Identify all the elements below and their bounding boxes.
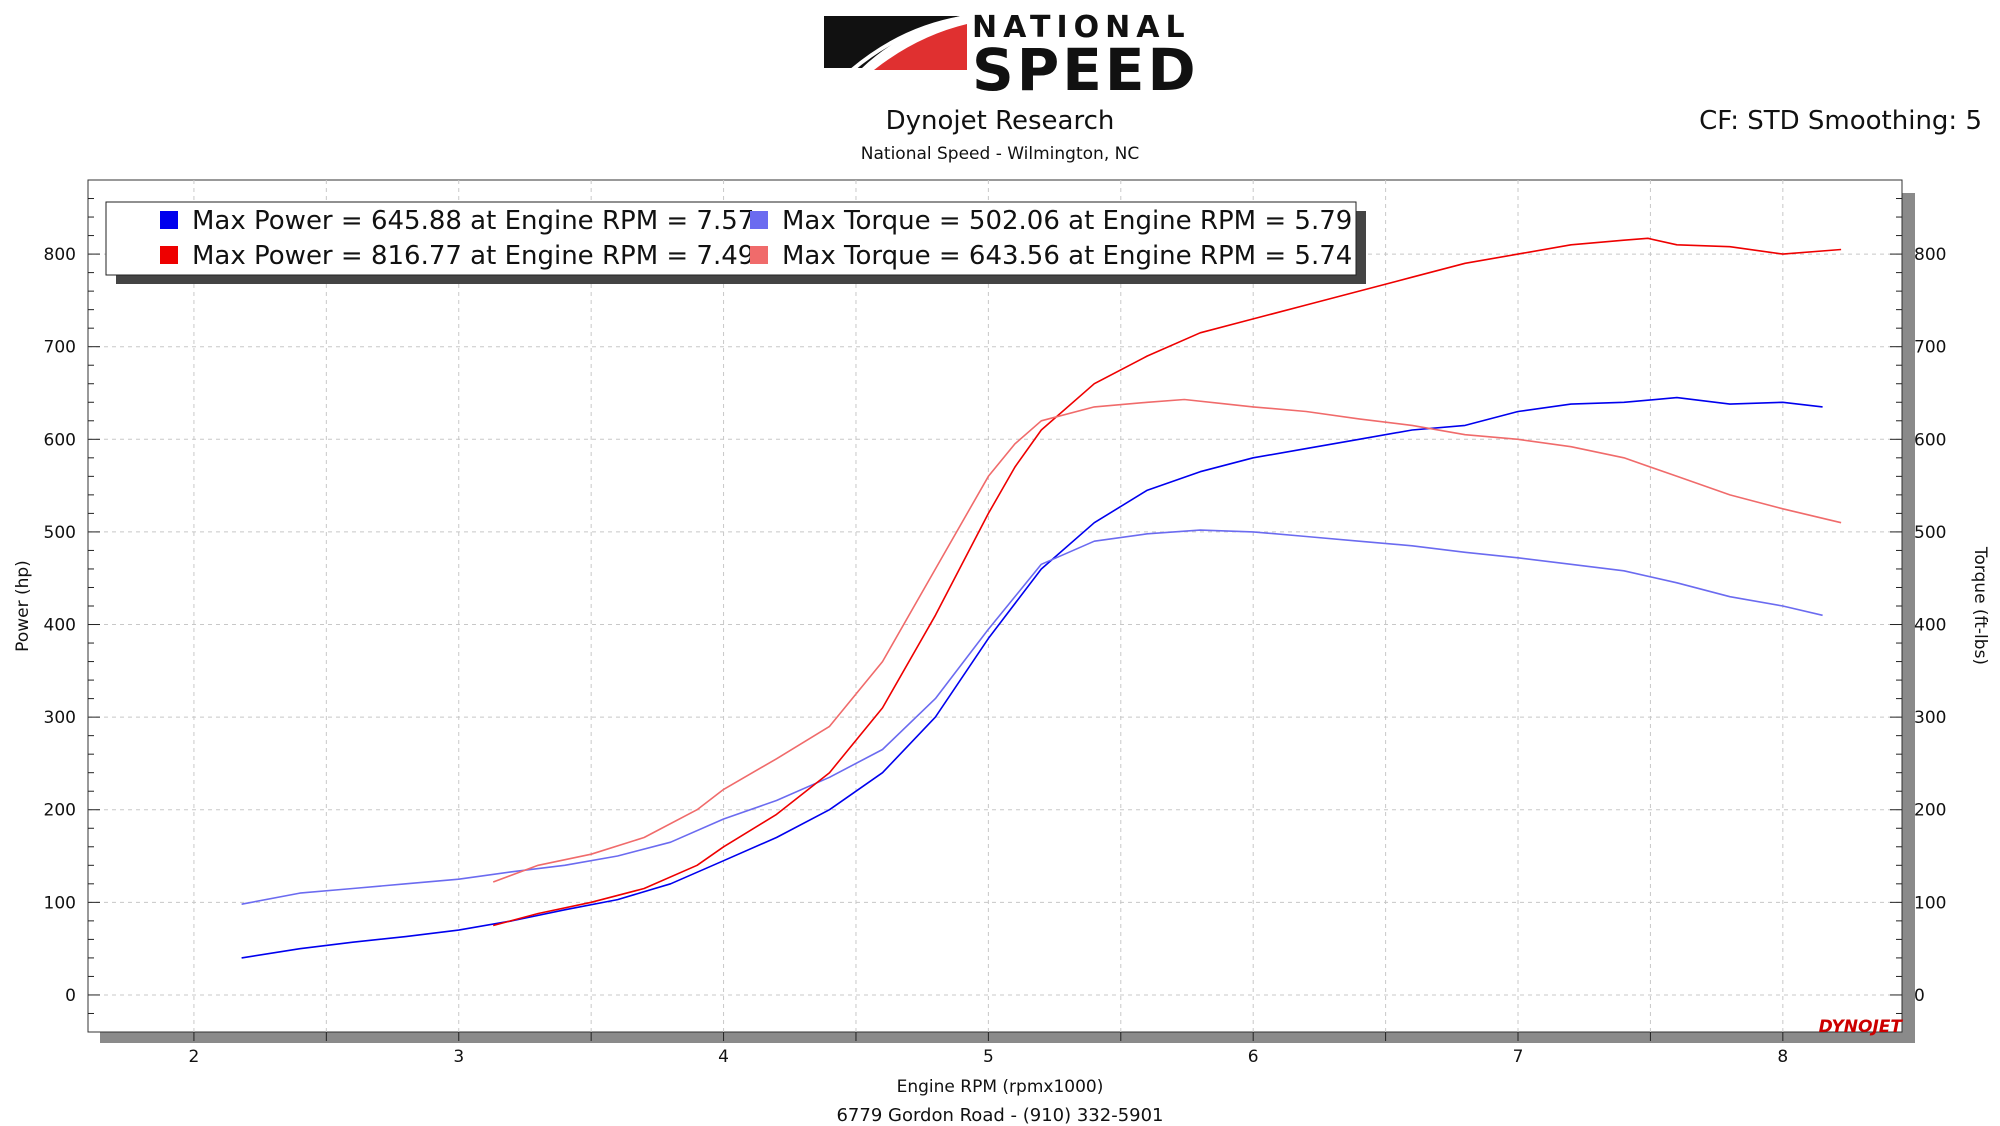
y-tick-label: 500	[44, 523, 76, 543]
series-line-torque-2	[492, 398, 1842, 883]
y-tick-label: 0	[65, 986, 76, 1006]
legend-swatch-power-1	[160, 211, 178, 229]
y2-tick-label: 100	[1914, 893, 1946, 913]
y-tick-label: 100	[44, 893, 76, 913]
logo-swoosh-icon	[824, 16, 967, 72]
y2-tick-label: 700	[1914, 338, 1946, 358]
x-tick-label: 4	[718, 1047, 729, 1067]
legend-label-torque-2: Max Torque = 643.56 at Engine RPM = 5.74	[782, 241, 1352, 271]
footer-address: 6779 Gordon Road - (910) 332-5901	[836, 1105, 1164, 1126]
x-tick-label: 5	[983, 1047, 994, 1067]
y-tick-label: 700	[44, 338, 76, 358]
y2-tick-label: 300	[1914, 708, 1946, 728]
x-tick-label: 2	[189, 1047, 200, 1067]
chart-header-subtitle: National Speed - Wilmington, NC	[860, 144, 1140, 164]
x-tick-label: 6	[1248, 1047, 1259, 1067]
y2-axis-title: Torque (ft-lbs)	[1970, 546, 1990, 665]
y2-tick-label: 200	[1914, 801, 1946, 821]
y2-tick-label: 0	[1914, 986, 1925, 1006]
logo-word-national: NATIONAL	[972, 10, 1191, 45]
y2-tick-label: 400	[1914, 616, 1946, 636]
legend-label-power-1: Max Power = 645.88 at Engine RPM = 7.57	[192, 206, 754, 236]
x-tick-label: 8	[1777, 1047, 1788, 1067]
legend-swatch-power-2	[160, 246, 178, 264]
x-tick-label: 7	[1513, 1047, 1524, 1067]
x-tick-label: 3	[453, 1047, 464, 1067]
series-layer	[241, 237, 1842, 959]
y-tick-label: 400	[44, 616, 76, 636]
y-axis-title: Power (hp)	[13, 560, 33, 652]
series-line-power-2	[492, 237, 1842, 927]
legend-label-torque-1: Max Torque = 502.06 at Engine RPM = 5.79	[782, 206, 1352, 236]
y2-tick-label: 500	[1914, 523, 1946, 543]
legend: Max Power = 645.88 at Engine RPM = 7.57 …	[105, 201, 1366, 284]
y-tick-label: 300	[44, 708, 76, 728]
national-speed-logo: NATIONAL SPEED	[822, 8, 1196, 102]
series-line-torque-1	[241, 529, 1823, 905]
legend-box	[105, 201, 1357, 276]
logo-word-speed: SPEED	[972, 36, 1199, 104]
y2-tick-label: 800	[1914, 245, 1946, 265]
legend-label-power-2: Max Power = 816.77 at Engine RPM = 7.49	[192, 241, 754, 271]
dynojet-watermark: DYNOJET	[1819, 1017, 1904, 1037]
y2-tick-label: 600	[1914, 430, 1946, 450]
x-axis-title: Engine RPM (rpmx1000)	[897, 1077, 1104, 1097]
correction-factor-label: CF: STD Smoothing: 5	[1699, 106, 1982, 136]
chart-header-title: Dynojet Research	[885, 106, 1115, 136]
plot-area	[87, 179, 1903, 1033]
axis-ticks: 2 3 4 5 6 7 8 0 100 200 300 400 500 600 700 800 0 100 200 3…	[44, 198, 1946, 1067]
y-tick-label: 800	[44, 245, 76, 265]
y-tick-label: 200	[44, 801, 76, 821]
gridlines	[88, 180, 1902, 1032]
y-tick-label: 600	[44, 430, 76, 450]
legend-swatch-torque-1	[750, 211, 768, 229]
legend-swatch-torque-2	[750, 246, 768, 264]
